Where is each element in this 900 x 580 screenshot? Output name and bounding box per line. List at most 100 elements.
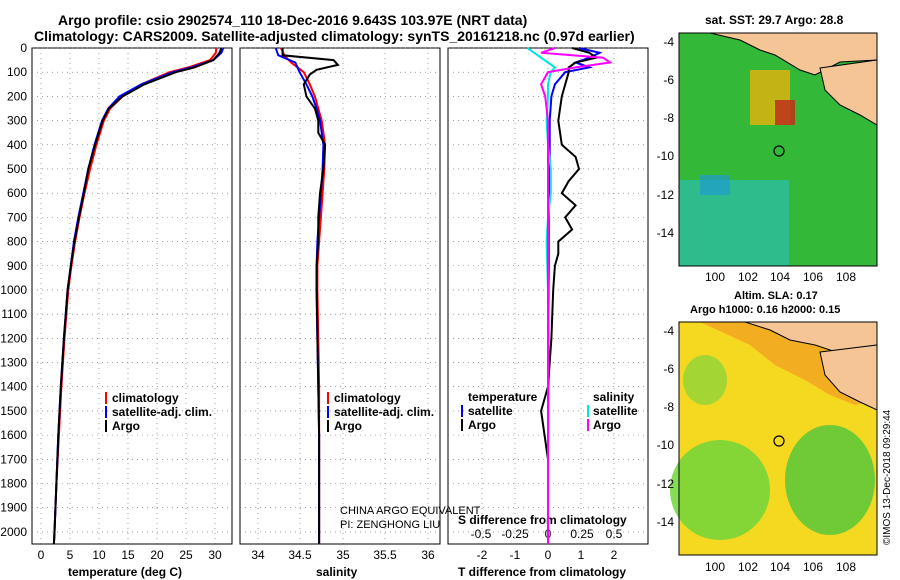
sst-ytick-m10: -10 xyxy=(657,149,675,163)
tdiff-tick-m1: -1 xyxy=(510,548,521,562)
sst-ytick-m14: -14 xyxy=(657,226,675,240)
sla-map-frame xyxy=(678,321,878,556)
legend-sal-argo: Argo xyxy=(593,418,621,432)
sal-tick-34: 34 xyxy=(251,548,265,562)
sst-ytick-m4: -4 xyxy=(663,35,674,49)
sst-ytick-m6: -6 xyxy=(663,73,674,87)
temp-tick-0: 0 xyxy=(38,548,45,562)
depth-tick-label: 600 xyxy=(7,186,27,200)
sst-map-title: sat. SST: 29.7 Argo: 28.8 xyxy=(705,13,844,27)
title-line-1: Argo profile: csio 2902574_110 18-Dec-20… xyxy=(58,12,528,28)
depth-tick-label: 0 xyxy=(20,41,27,55)
sla-ytick-m12: -12 xyxy=(657,477,675,491)
legend-sal-satellite: satellite xyxy=(593,404,638,418)
series-line-temperature-satellite xyxy=(547,47,603,544)
sal-legend-climatology: climatology xyxy=(334,391,401,405)
sla-xtick-106: 106 xyxy=(803,560,823,574)
sla-argo-location-marker xyxy=(773,435,785,447)
depth-tick-label: 2000 xyxy=(0,525,27,539)
depth-tick-label: 1100 xyxy=(1,307,27,321)
sla-low-patch-2 xyxy=(785,425,875,535)
temp-tick-15: 15 xyxy=(121,548,135,562)
sst-xtick-106: 106 xyxy=(803,270,823,284)
legend-satellite: satellite-adj. clim. xyxy=(112,405,212,419)
sdiff-tick-05: 0.5 xyxy=(606,527,623,541)
temperature-xlabel: temperature (deg C) xyxy=(68,565,182,579)
temp-tick-20: 20 xyxy=(150,548,164,562)
depth-tick-label: 1300 xyxy=(0,356,27,370)
sst-ytick-m8: -8 xyxy=(663,111,674,125)
depth-tick-label: 1500 xyxy=(0,404,27,418)
sla-low-patch-1 xyxy=(670,440,770,540)
temp-tick-25: 25 xyxy=(179,548,193,562)
sst-cool-patch xyxy=(679,180,789,266)
legend-temperature-title: temperature xyxy=(468,390,538,404)
salinity-xlabel: salinity xyxy=(316,565,358,579)
depth-tick-label: 500 xyxy=(7,162,27,176)
tdiff-tick-2: 2 xyxy=(611,548,618,562)
sla-xtick-108: 108 xyxy=(836,560,856,574)
sst-xtick-108: 108 xyxy=(836,270,856,284)
depth-tick-label: 1900 xyxy=(0,501,27,515)
sst-map: -4 -6 -8 -10 -12 -14 100 102 104 106 108 xyxy=(657,32,878,284)
sal-tick-34-5: 34.5 xyxy=(288,548,312,562)
sal-tick-35: 35 xyxy=(336,548,350,562)
sst-map-frame xyxy=(678,32,878,267)
temp-tick-30: 30 xyxy=(208,548,222,562)
sla-ytick-m14: -14 xyxy=(657,515,675,529)
depth-tick-label: 1800 xyxy=(0,477,27,491)
sla-ytick-m4: -4 xyxy=(663,324,674,338)
depth-tick-label: 1700 xyxy=(0,452,27,466)
sla-ytick-m10: -10 xyxy=(657,438,675,452)
sst-argo-location-marker xyxy=(773,145,785,157)
sla-ytick-m6: -6 xyxy=(663,362,674,376)
depth-tick-label: 1000 xyxy=(0,283,27,297)
legend-climatology: climatology xyxy=(112,391,179,405)
tdiff-tick-m2: -2 xyxy=(477,548,488,562)
difference-legend: temperature satellite Argo salinity sate… xyxy=(461,390,638,432)
depth-tick-label: 1400 xyxy=(0,380,27,394)
temp-tick-10: 10 xyxy=(92,548,106,562)
depth-tick-label: 100 xyxy=(7,65,27,79)
sdiff-tick-m025: -0.25 xyxy=(501,527,529,541)
depth-tick-label: 400 xyxy=(7,138,27,152)
pi-note-line-2: PI: ZENGHONG LIU xyxy=(340,519,440,531)
sst-ytick-m12: -12 xyxy=(657,188,675,202)
legend-argo: Argo xyxy=(112,419,140,433)
tdiff-tick-1: 1 xyxy=(578,548,585,562)
series-line-salinity-satellite xyxy=(526,47,557,544)
sla-low-patch-3 xyxy=(683,355,727,405)
sla-map-title-2: Argo h1000: 0.16 h2000: 0.15 xyxy=(690,304,841,316)
sla-ytick-m8: -8 xyxy=(663,400,674,414)
depth-tick-label: 200 xyxy=(7,89,27,103)
temperature-panel-frame xyxy=(31,47,233,545)
series-line-satellite-adj-clim- xyxy=(52,47,225,545)
series-line-climatology xyxy=(52,47,218,545)
sla-map-title-1: Altim. SLA: 0.17 xyxy=(734,290,818,302)
depth-tick-label: 300 xyxy=(7,114,27,128)
sdiff-tick-m05: -0.5 xyxy=(471,527,492,541)
depth-tick-label: 800 xyxy=(7,235,27,249)
sla-xtick-100: 100 xyxy=(705,560,725,574)
title-line-2: Climatology: CARS2009. Satellite-adjuste… xyxy=(34,28,635,44)
depth-tick-label: 1200 xyxy=(0,331,27,345)
sal-legend-argo: Argo xyxy=(334,419,362,433)
legend-salinity-title: salinity xyxy=(593,390,635,404)
sal-tick-36: 36 xyxy=(421,548,435,562)
legend-temp-satellite: satellite xyxy=(468,404,513,418)
sst-xtick-104: 104 xyxy=(770,270,790,284)
pi-note-line-1: CHINA ARGO EQUIVALENT xyxy=(340,505,481,517)
sla-xtick-104: 104 xyxy=(770,560,790,574)
salinity-legend: climatology satellite-adj. clim. Argo CH… xyxy=(327,391,481,531)
tdiff-tick-0: 0 xyxy=(545,548,552,562)
depth-tick-label: 900 xyxy=(7,259,27,273)
depth-tick-label: 700 xyxy=(7,210,27,224)
sdiff-tick-025: 0.25 xyxy=(570,527,594,541)
depth-tick-label: 1600 xyxy=(0,428,27,442)
sla-xtick-102: 102 xyxy=(738,560,758,574)
sla-map: -4 -6 -8 -10 -12 -14 100 102 104 106 108 xyxy=(657,321,878,574)
imos-credit: ©IMOS 13-Dec-2018 09:29:44 xyxy=(882,409,893,545)
s-difference-label: S difference from climatology xyxy=(458,513,627,527)
legend-temp-argo: Argo xyxy=(468,418,496,432)
